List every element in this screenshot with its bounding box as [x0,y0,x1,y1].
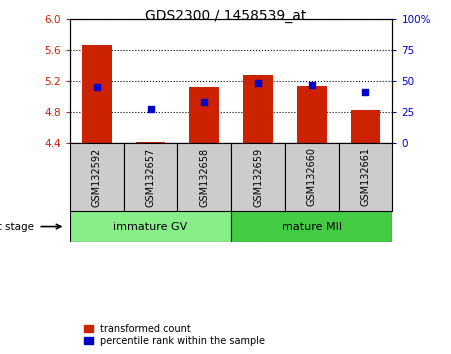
Text: development stage: development stage [0,222,34,232]
Text: GSM132661: GSM132661 [360,148,371,206]
Text: GSM132592: GSM132592 [92,147,102,207]
Bar [82,45,111,143]
Bar [231,143,285,211]
Text: mature MII: mature MII [282,222,342,232]
Bar [351,110,380,143]
Text: GSM132660: GSM132660 [307,148,317,206]
Bar [339,143,392,211]
Bar [177,143,231,211]
Point [147,106,154,112]
Text: GSM132659: GSM132659 [253,147,263,207]
Point [93,84,101,90]
Bar [189,87,219,143]
Text: GDS2300 / 1458539_at: GDS2300 / 1458539_at [145,9,306,23]
Point [308,82,315,87]
Legend: transformed count, percentile rank within the sample: transformed count, percentile rank withi… [84,324,265,346]
Bar [124,143,177,211]
Bar [70,211,231,242]
Point [254,80,262,86]
Text: GSM132657: GSM132657 [146,147,156,207]
Bar [285,143,339,211]
Bar [297,86,327,143]
Point [201,99,208,105]
Text: GSM132658: GSM132658 [199,147,209,207]
Bar [231,211,392,242]
Point [362,90,369,95]
Text: immature GV: immature GV [113,222,188,232]
Bar [70,143,124,211]
Bar [136,142,166,143]
Bar [243,75,273,143]
